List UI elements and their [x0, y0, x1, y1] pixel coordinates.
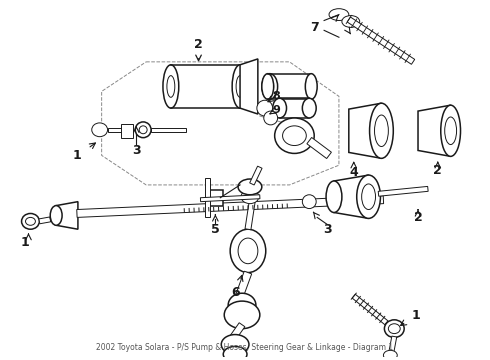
Text: 3: 3	[132, 144, 141, 157]
Polygon shape	[347, 17, 415, 64]
Polygon shape	[108, 128, 123, 132]
Polygon shape	[349, 103, 381, 158]
Polygon shape	[77, 196, 384, 217]
Ellipse shape	[238, 179, 262, 195]
Polygon shape	[200, 195, 260, 202]
Text: 8: 8	[273, 91, 280, 101]
Ellipse shape	[257, 100, 272, 116]
Ellipse shape	[384, 320, 404, 338]
Ellipse shape	[262, 74, 274, 99]
Ellipse shape	[383, 350, 397, 360]
Ellipse shape	[163, 65, 179, 108]
Text: 2002 Toyota Solara - P/S Pump & Hoses, Steering Gear & Linkage - Diagram 1: 2002 Toyota Solara - P/S Pump & Hoses, S…	[97, 343, 393, 352]
Ellipse shape	[275, 118, 314, 153]
Ellipse shape	[326, 181, 342, 212]
Ellipse shape	[230, 229, 266, 273]
Text: 1: 1	[20, 235, 29, 248]
Polygon shape	[245, 196, 256, 230]
Ellipse shape	[221, 334, 249, 354]
Ellipse shape	[22, 213, 39, 229]
Ellipse shape	[25, 217, 35, 225]
Text: 2: 2	[414, 211, 422, 224]
Ellipse shape	[302, 195, 316, 208]
Polygon shape	[250, 166, 262, 185]
Polygon shape	[418, 105, 451, 156]
Polygon shape	[307, 138, 331, 158]
Ellipse shape	[342, 15, 360, 27]
Ellipse shape	[238, 238, 258, 264]
Polygon shape	[240, 59, 258, 114]
Ellipse shape	[223, 346, 247, 360]
Polygon shape	[232, 271, 252, 306]
Polygon shape	[225, 358, 238, 360]
Text: 1: 1	[412, 309, 420, 322]
Text: 1: 1	[73, 149, 81, 162]
Text: 2: 2	[194, 38, 203, 51]
Ellipse shape	[232, 65, 248, 108]
Ellipse shape	[389, 324, 400, 334]
Text: 2: 2	[434, 164, 442, 177]
Polygon shape	[352, 294, 388, 325]
Polygon shape	[389, 336, 397, 353]
Polygon shape	[378, 186, 428, 196]
Text: 9: 9	[273, 105, 281, 115]
Ellipse shape	[50, 206, 62, 225]
Text: 6: 6	[231, 286, 240, 299]
Ellipse shape	[236, 76, 244, 97]
FancyBboxPatch shape	[122, 124, 133, 138]
Ellipse shape	[139, 126, 147, 134]
Ellipse shape	[362, 184, 375, 210]
Ellipse shape	[302, 98, 316, 118]
Polygon shape	[334, 175, 368, 219]
Ellipse shape	[92, 123, 108, 137]
Ellipse shape	[135, 122, 151, 138]
Polygon shape	[225, 323, 245, 346]
Ellipse shape	[329, 9, 349, 21]
Ellipse shape	[241, 190, 259, 204]
Polygon shape	[56, 202, 78, 229]
Ellipse shape	[305, 74, 317, 99]
Ellipse shape	[228, 293, 256, 317]
Ellipse shape	[357, 175, 380, 219]
Text: 5: 5	[211, 223, 220, 236]
Ellipse shape	[374, 115, 389, 147]
Ellipse shape	[224, 301, 260, 329]
Ellipse shape	[441, 105, 461, 156]
Polygon shape	[205, 178, 210, 217]
Ellipse shape	[167, 76, 175, 97]
Ellipse shape	[369, 103, 393, 158]
Ellipse shape	[272, 98, 287, 118]
Ellipse shape	[262, 74, 278, 99]
Polygon shape	[151, 128, 186, 132]
Text: 3: 3	[323, 223, 331, 236]
Ellipse shape	[264, 111, 278, 125]
Ellipse shape	[445, 117, 457, 145]
Text: 7: 7	[310, 21, 318, 34]
Ellipse shape	[283, 126, 306, 145]
Polygon shape	[207, 190, 223, 206]
Text: 4: 4	[349, 166, 358, 179]
Polygon shape	[39, 217, 50, 224]
Ellipse shape	[266, 80, 274, 93]
